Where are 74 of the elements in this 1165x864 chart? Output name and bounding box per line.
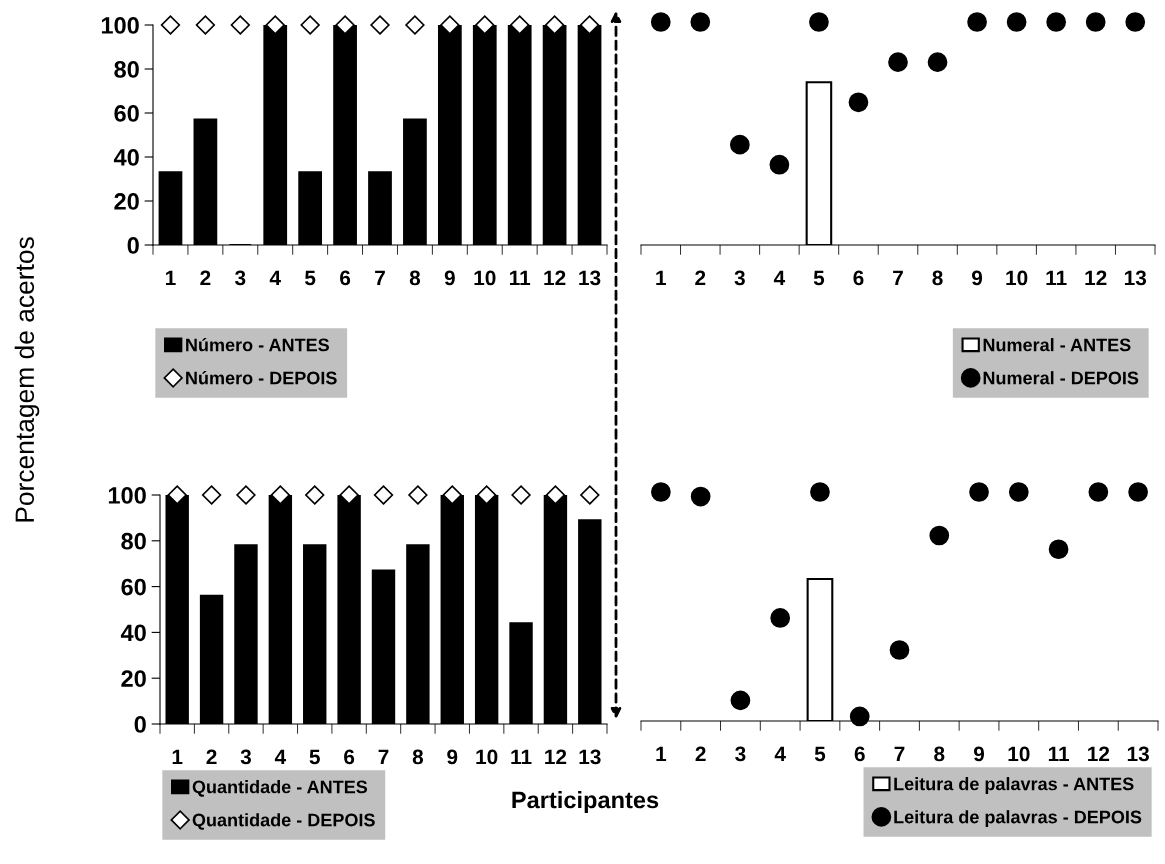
x-tick-label: 4 — [773, 270, 786, 286]
legend-label: Quantidade - ANTES — [192, 780, 368, 797]
x-tick-label: 2 — [200, 270, 211, 286]
x-tick-label: 7 — [893, 270, 903, 286]
x-tick-label: 6 — [344, 749, 355, 765]
x-tick-label: 8 — [412, 749, 424, 765]
x-tick-label: 10 — [474, 270, 496, 286]
x-tick-label: 8 — [934, 746, 945, 762]
x-tick-label: 3 — [240, 749, 251, 765]
y-tick-label: 80 — [121, 532, 146, 550]
legend-label: Número - ANTES — [186, 337, 329, 352]
x-tick-label: 8 — [932, 270, 943, 286]
x-tick-label: 2 — [695, 746, 706, 762]
y-axis-title: Porcentagem de acertos — [14, 237, 40, 522]
y-tick-label: 0 — [134, 716, 146, 733]
x-tick-label: 7 — [894, 746, 905, 762]
x-tick-label: 11 — [511, 749, 532, 765]
y-tick-label: 20 — [121, 670, 146, 687]
x-tick-label: 5 — [309, 749, 320, 765]
x-tick-label: 12 — [1088, 746, 1110, 762]
legend-label: Número - DEPOIS — [186, 370, 337, 385]
x-tick-label: 4 — [274, 749, 287, 765]
x-tick-label: 13 — [579, 749, 601, 765]
x-tick-label: 10 — [476, 749, 498, 765]
x-tick-label: 5 — [813, 270, 825, 286]
legend-label: Leitura de palavras - ANTES — [894, 777, 1134, 794]
y-tick-label: 40 — [120, 624, 146, 642]
x-tick-label: 5 — [305, 270, 316, 286]
y-tick-label: 60 — [114, 105, 139, 122]
x-tick-label: 11 — [509, 270, 531, 286]
x-tick-label: 11 — [1046, 270, 1067, 286]
x-axis-title: Participantes — [512, 790, 659, 814]
x-tick-label: 12 — [545, 749, 567, 765]
x-tick-label: 10 — [1008, 746, 1030, 762]
x-tick-label: 9 — [444, 270, 455, 286]
x-tick-label: 1 — [656, 270, 666, 286]
x-tick-label: 12 — [544, 270, 566, 286]
x-tick-label: 9 — [973, 746, 985, 762]
x-tick-label: 1 — [172, 749, 183, 765]
x-tick-label: 6 — [340, 270, 351, 286]
x-tick-label: 1 — [165, 270, 176, 286]
x-tick-label: 2 — [206, 749, 217, 765]
y-tick-label: 0 — [127, 237, 139, 254]
x-tick-label: 13 — [1127, 746, 1149, 762]
x-tick-label: 7 — [378, 749, 389, 765]
x-tick-label: 4 — [269, 270, 281, 286]
x-tick-label: 5 — [814, 746, 826, 762]
x-tick-label: 6 — [853, 270, 864, 286]
x-tick-label: 7 — [375, 270, 385, 286]
x-tick-label: 1 — [656, 746, 667, 762]
x-tick-label: 3 — [735, 746, 746, 762]
y-tick-label: 80 — [114, 61, 139, 78]
y-tick-label: 40 — [113, 149, 139, 166]
y-tick-label: 20 — [114, 193, 139, 210]
x-tick-label: 3 — [234, 270, 246, 286]
x-tick-label: 8 — [409, 270, 421, 286]
x-tick-label: 3 — [734, 270, 745, 286]
x-tick-label: 12 — [1085, 270, 1107, 286]
x-tick-label: 10 — [1006, 270, 1028, 286]
legend-label: Numeral - ANTES — [983, 338, 1131, 352]
y-tick-label: 60 — [121, 578, 146, 596]
x-tick-label: 2 — [695, 270, 706, 286]
legend-label: Quantidade - DEPOIS — [192, 813, 375, 830]
x-tick-label: 6 — [854, 746, 865, 762]
legend-label: Leitura de palavras - DEPOIS — [894, 810, 1142, 827]
x-tick-label: 9 — [972, 270, 983, 286]
x-tick-label: 9 — [447, 749, 458, 765]
y-tick-label: 100 — [101, 17, 139, 34]
x-tick-label: 4 — [774, 746, 786, 762]
y-tick-label: 100 — [108, 487, 146, 504]
x-tick-label: 11 — [1048, 746, 1070, 762]
x-tick-label: 13 — [579, 270, 601, 286]
legend-label: Numeral - DEPOIS — [983, 371, 1139, 385]
x-tick-label: 13 — [1124, 270, 1147, 286]
